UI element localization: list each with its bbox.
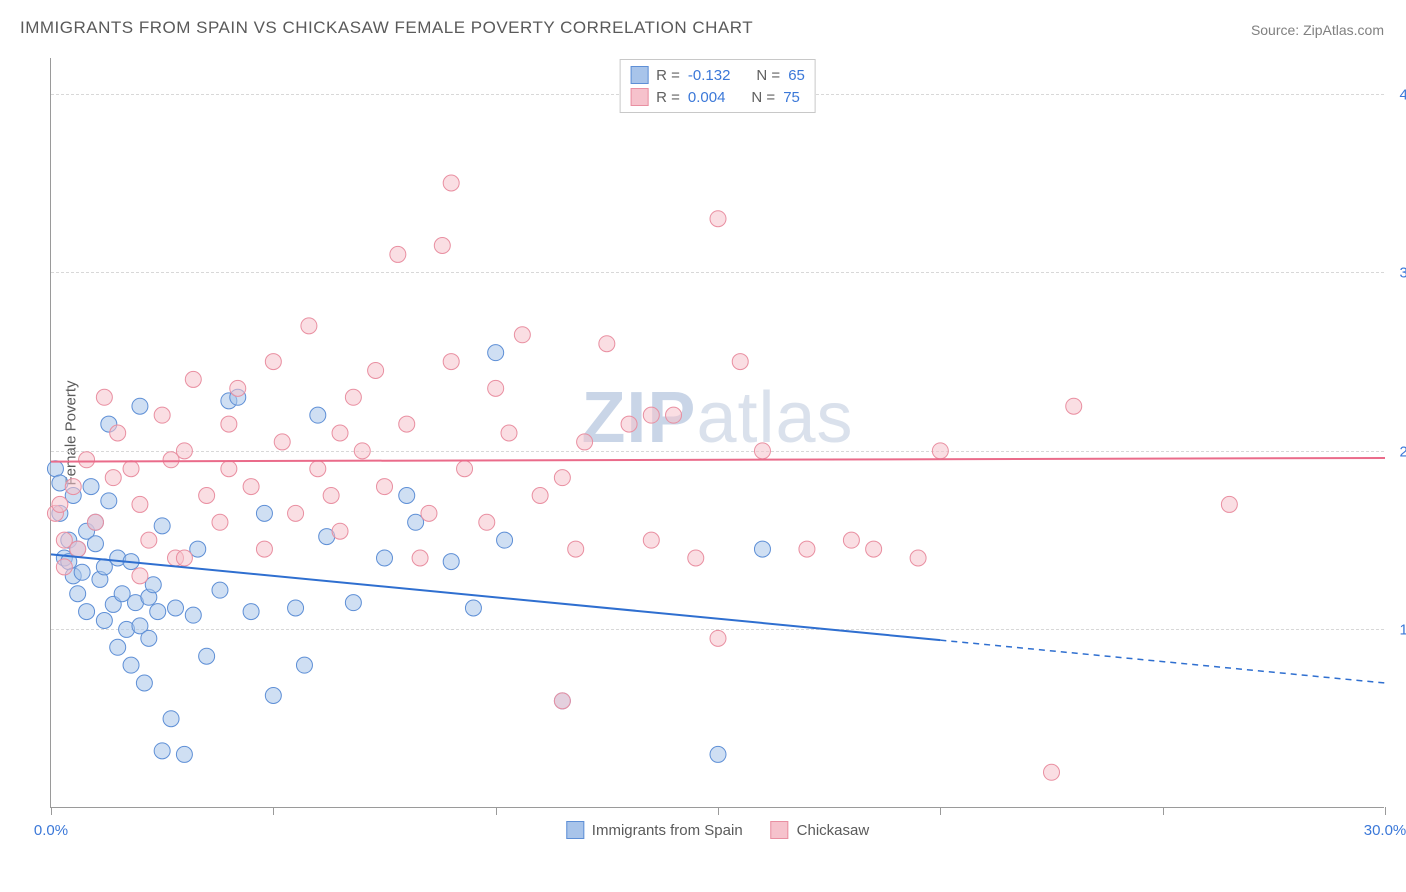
source-attribution: Source: ZipAtlas.com <box>1251 22 1384 38</box>
y-tick-label: 30.0% <box>1388 265 1406 282</box>
legend-row-spain: R = -0.132 N = 65 <box>630 64 805 86</box>
swatch-chickasaw-icon <box>771 821 789 839</box>
swatch-spain <box>630 66 648 84</box>
swatch-chickasaw <box>630 88 648 106</box>
legend-item-spain: Immigrants from Spain <box>566 821 743 839</box>
x-tick-label: 0.0% <box>34 822 68 839</box>
legend-correlation: R = -0.132 N = 65 R = 0.004 N = 75 <box>619 59 816 113</box>
legend-series: Immigrants from Spain Chickasaw <box>566 821 869 839</box>
y-tick-label: 10.0% <box>1388 622 1406 639</box>
swatch-spain-icon <box>566 821 584 839</box>
legend-row-chickasaw: R = 0.004 N = 75 <box>630 86 805 108</box>
y-tick-label: 40.0% <box>1388 86 1406 103</box>
legend-item-chickasaw: Chickasaw <box>771 821 870 839</box>
chart-title: IMMIGRANTS FROM SPAIN VS CHICKASAW FEMAL… <box>20 18 753 38</box>
trend-lines <box>51 58 1384 807</box>
x-tick-label: 30.0% <box>1364 822 1406 839</box>
plot-area: Female Poverty ZIPatlas 10.0%20.0%30.0%4… <box>50 58 1384 808</box>
y-tick-label: 20.0% <box>1388 443 1406 460</box>
